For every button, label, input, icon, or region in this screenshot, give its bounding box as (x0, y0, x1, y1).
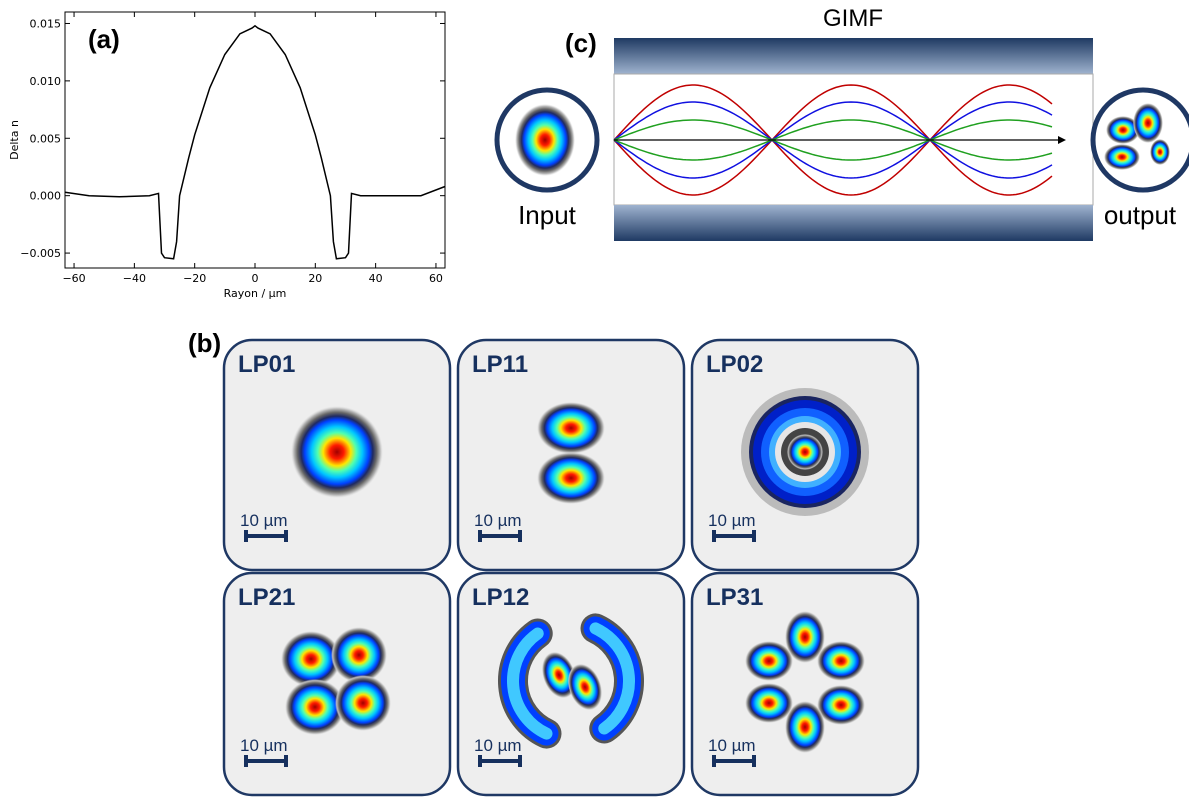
mode-lobe (745, 641, 793, 681)
y-tick-label: −0.005 (20, 247, 61, 260)
x-tick-label: −40 (123, 272, 146, 285)
ray (613, 101, 1053, 179)
x-tick-label: 40 (369, 272, 383, 285)
mode-box (222, 571, 452, 797)
mode-name: LP01 (238, 351, 295, 378)
mode-lobe (537, 402, 605, 454)
x-tick-label: 60 (429, 272, 443, 285)
mode-lobe (281, 631, 341, 687)
profile-line (64, 24, 446, 260)
mode-lobe (785, 701, 825, 753)
scale-bar (712, 530, 756, 542)
scale-label: 10 µm (708, 736, 756, 755)
panel-c: (c) GIMF Input output (494, 5, 1189, 241)
cladding (614, 205, 1093, 241)
scale-bar (244, 755, 288, 767)
panel-label: (a) (88, 24, 120, 54)
mode-box (690, 571, 920, 797)
mode-lobe (745, 683, 793, 723)
output-mode (1104, 103, 1170, 170)
x-tick-label: 0 (252, 272, 259, 285)
scale-label: 10 µm (708, 511, 756, 530)
mode-name: LP11 (472, 351, 528, 378)
input-mode (515, 104, 575, 176)
mode-lobe (817, 641, 865, 681)
mode-name: LP31 (706, 584, 763, 611)
ray (613, 84, 1053, 196)
mode-panel: LP11 10 µm (456, 338, 686, 572)
scale-label: 10 µm (240, 511, 288, 530)
mode-lobe (331, 627, 387, 683)
panel-a: −0.005 0.000 0.005 0.010 0.015 −60 −40 −20 0 20 40… (8, 11, 446, 300)
arrow-head (1058, 136, 1066, 144)
scale-bar (712, 755, 756, 767)
mode-lobe (817, 685, 865, 725)
mode-name: LP02 (706, 351, 763, 378)
ray (613, 119, 1053, 161)
y-axis-label: Delta n (8, 120, 21, 160)
mode-lobe (507, 627, 553, 740)
x-tick-label: −60 (62, 272, 85, 285)
mode-lobe (335, 675, 391, 731)
mode-panel: LP02 10 µm (690, 338, 920, 572)
ray (613, 101, 1053, 179)
output-label: output (1104, 200, 1177, 230)
mode-lobe (567, 663, 603, 711)
y-tick-label: 0.000 (30, 190, 62, 203)
mode-lobe (291, 406, 383, 498)
cladding (614, 38, 1093, 74)
mode-lobe (589, 622, 635, 735)
fiber-title: GIMF (823, 5, 883, 32)
plot-frame (64, 11, 446, 269)
input-label: Input (518, 200, 577, 230)
scale-label: 10 µm (240, 736, 288, 755)
ray (613, 84, 1053, 196)
mode-lobe (285, 679, 345, 735)
ray (613, 119, 1053, 161)
panel-label: (b) (188, 328, 221, 358)
rays (613, 84, 1053, 196)
x-axis-label: Rayon / µm (224, 287, 287, 300)
mode-panel: LP01 10 µm (222, 338, 452, 572)
y-tick-label: 0.010 (30, 75, 62, 88)
scale-bar (244, 530, 288, 542)
mode-lobe (785, 611, 825, 663)
scale-label: 10 µm (474, 736, 522, 755)
mode-panel: LP21 10 µm (222, 571, 452, 797)
scale-bar (478, 530, 522, 542)
y-tick-label: 0.015 (30, 17, 62, 30)
scale-bar (478, 755, 522, 767)
x-tick-label: −20 (183, 272, 206, 285)
x-tick-label: 20 (308, 272, 322, 285)
mode-panel: LP31 10 µm (690, 571, 920, 797)
panel-b: (b) LP01 10 µm LP11 10 µm LP02 10 µm LP21 10 µm… (188, 328, 920, 797)
y-tick-label: 0.005 (30, 132, 62, 145)
mode-lobe (787, 434, 823, 470)
mode-name: LP12 (472, 584, 529, 611)
scale-label: 10 µm (474, 511, 522, 530)
panel-label: (c) (565, 28, 597, 58)
mode-panel: LP12 10 µm (456, 571, 686, 797)
mode-lobe (541, 651, 577, 699)
mode-name: LP21 (238, 584, 295, 611)
mode-lobe (537, 452, 605, 504)
